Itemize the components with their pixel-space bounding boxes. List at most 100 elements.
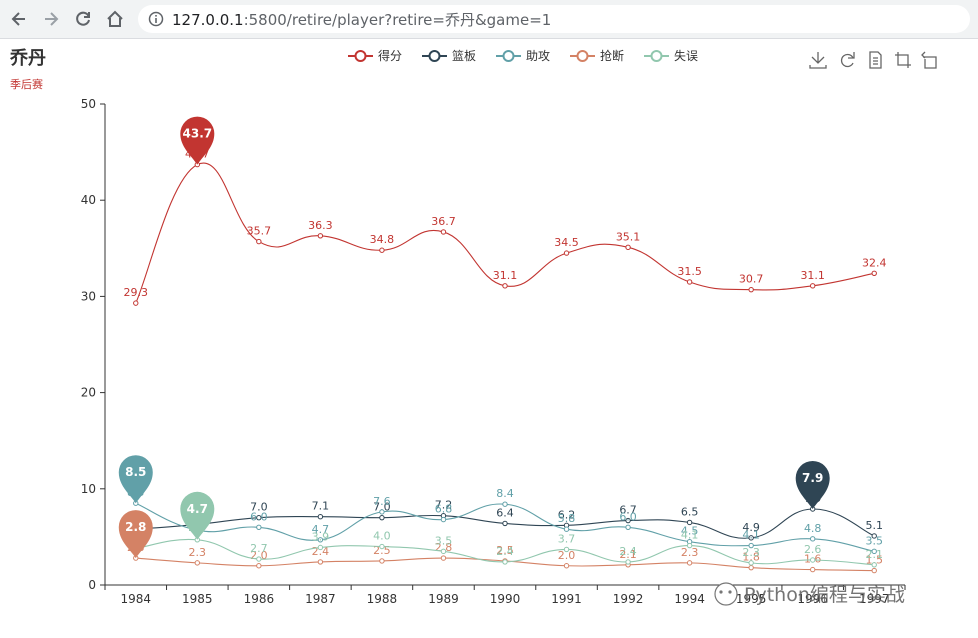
data-view-icon[interactable] [869,51,882,69]
data-label-0: 31.5 [677,265,702,278]
data-point-4[interactable] [440,548,447,555]
data-label-0: 31.1 [493,269,518,282]
data-point-2[interactable] [440,516,447,523]
data-point-0[interactable] [133,300,139,306]
x-tick-label: 1984 [120,592,151,606]
home-icon[interactable] [102,6,128,32]
data-point-0[interactable] [317,233,324,239]
legend-symbol-2[interactable] [502,50,515,62]
data-point-1[interactable] [686,519,693,526]
data-label-4: 2.4 [619,545,637,558]
data-label-0: 30.7 [739,273,764,286]
data-point-3[interactable] [194,560,201,566]
data-point-4[interactable] [686,542,693,549]
data-point-2[interactable] [871,548,877,555]
data-label-4: 2.6 [804,543,822,556]
data-label-4: 3.7 [558,532,576,545]
max-marker-pin-1[interactable] [795,461,830,510]
data-point-3[interactable] [748,564,754,571]
data-point-0[interactable] [379,247,385,253]
data-point-2[interactable] [809,536,816,542]
data-point-1[interactable] [317,513,324,520]
data-point-0[interactable] [563,250,570,256]
data-label-3: 2.0 [558,549,576,562]
data-label-0: 29.3 [124,286,149,299]
data-label-1: 7.2 [435,499,453,512]
wechat-logo-eye-icon [719,590,723,594]
data-point-4[interactable] [379,543,385,550]
legend-symbol-4[interactable] [650,50,663,62]
back-arrow-icon[interactable] [6,6,32,32]
data-point-3[interactable] [809,566,816,573]
data-label-2: 4.8 [804,522,822,535]
legend-label-3: 抢断 [600,48,624,63]
data-label-3: 2.3 [681,546,699,559]
x-tick-label: 1989 [428,592,459,606]
forward-arrow-icon[interactable] [38,6,64,32]
data-point-4[interactable] [256,556,262,562]
data-point-1[interactable] [625,517,631,524]
data-point-4[interactable] [502,559,508,565]
data-point-3[interactable] [317,559,324,565]
address-bar[interactable]: 127.0.0.1:5800/retire/player?retire=乔丹&g… [138,5,970,33]
data-point-0[interactable] [748,286,754,293]
data-point-2[interactable] [748,542,754,549]
max-marker-label-3: 2.8 [125,520,146,534]
data-point-4[interactable] [317,544,324,551]
data-label-4: 3.9 [312,530,330,543]
data-label-1: 6.5 [681,505,699,518]
data-point-1[interactable] [256,514,262,521]
data-point-0[interactable] [502,283,508,289]
data-point-0[interactable] [256,238,262,245]
refresh-icon[interactable] [840,52,855,68]
data-point-3[interactable] [379,558,385,564]
data-point-3[interactable] [871,567,877,574]
data-point-2[interactable] [563,526,570,532]
browser-toolbar: 127.0.0.1:5800/retire/player?retire=乔丹&g… [0,0,978,39]
legend-label-0: 得分 [378,48,402,63]
data-point-4[interactable] [809,557,816,563]
data-point-2[interactable] [625,524,631,530]
data-point-3[interactable] [563,563,570,569]
max-marker-pin-0[interactable] [180,116,215,165]
data-label-2: 6.8 [435,503,453,516]
data-point-0[interactable] [809,283,816,289]
legend-symbol-1[interactable] [428,50,441,62]
max-marker-pin-3[interactable] [118,510,153,559]
data-label-3: 2.1 [619,548,637,561]
site-info-icon[interactable] [148,11,164,27]
data-label-1: 7.0 [250,501,268,514]
wechat-logo-icon [714,582,738,606]
zoom-icon[interactable] [895,52,911,68]
legend-symbol-3[interactable] [576,50,589,62]
legend-symbol-0[interactable] [354,50,367,62]
data-label-4: 4.0 [373,530,391,543]
data-point-1[interactable] [748,535,754,541]
data-point-2[interactable] [502,501,508,507]
data-point-0[interactable] [625,244,631,251]
data-point-2[interactable] [256,524,262,530]
data-point-4[interactable] [563,546,570,553]
max-marker-pin-2[interactable] [118,455,153,504]
data-label-3: 2.3 [189,546,207,559]
max-marker-pin-4[interactable] [180,491,215,540]
data-point-3[interactable] [256,563,262,569]
data-point-1[interactable] [379,514,385,521]
data-label-2: 4.7 [312,523,330,536]
zoom-reset-icon[interactable] [921,51,937,69]
data-point-1[interactable] [871,533,877,539]
data-point-3[interactable] [440,555,447,561]
data-label-1: 6.7 [619,504,637,517]
data-point-4[interactable] [625,559,631,565]
reload-icon[interactable] [70,6,96,32]
data-point-2[interactable] [379,509,385,515]
data-point-4[interactable] [871,562,877,568]
data-point-4[interactable] [748,560,754,566]
data-point-0[interactable] [686,279,693,285]
data-point-3[interactable] [686,560,693,566]
download-icon[interactable] [809,52,827,69]
data-point-1[interactable] [502,520,508,527]
data-point-0[interactable] [871,270,877,277]
data-point-0[interactable] [440,229,447,235]
data-point-2[interactable] [317,537,324,543]
